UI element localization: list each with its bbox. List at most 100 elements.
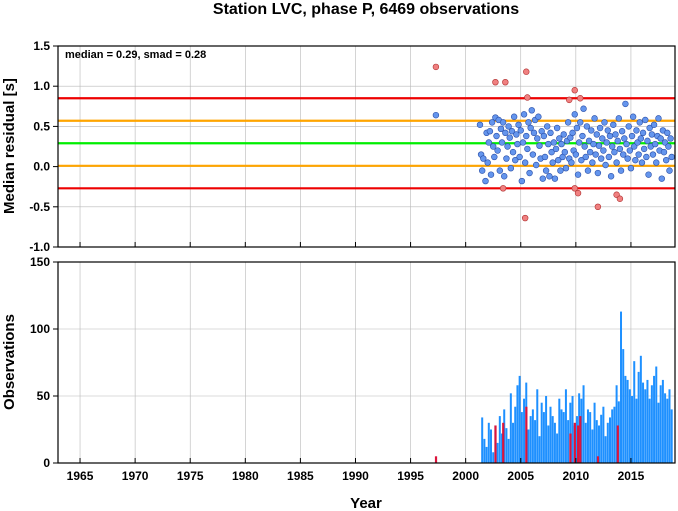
stats-annotation: median = 0.29, smad = 0.28	[65, 49, 206, 61]
observation-bar	[631, 396, 634, 463]
observation-bar	[586, 409, 589, 463]
observation-bar	[556, 433, 559, 463]
residual-point	[504, 143, 511, 150]
outlier-point	[502, 78, 509, 86]
residual-point	[651, 140, 659, 148]
observations-y-tick-label: 0	[43, 456, 50, 470]
observation-bar	[509, 393, 512, 463]
residual-point	[591, 115, 598, 122]
residual-point	[655, 115, 662, 122]
outlier-point	[594, 203, 602, 211]
residual-point	[614, 137, 621, 145]
residual-point	[526, 169, 533, 177]
chart-title: Station LVC, phase P, 6469 observations	[213, 1, 519, 18]
residual-point	[573, 124, 581, 132]
residual-point	[666, 167, 673, 174]
residual-y-tick-label: 1.0	[33, 79, 50, 93]
residual-point	[580, 105, 587, 112]
x-tick-label: 2000	[452, 469, 479, 483]
observation-bar	[542, 412, 545, 463]
residual-point	[632, 156, 639, 164]
observations-y-axis-label: Observations	[1, 314, 18, 410]
observation-bar	[666, 398, 669, 463]
outlier-observation-bar	[616, 425, 619, 463]
residual-point	[519, 139, 527, 146]
residual-point	[592, 151, 599, 158]
observation-bar	[492, 452, 495, 463]
outlier-point	[574, 189, 582, 197]
residual-point	[665, 143, 672, 150]
outlier-observation-bar	[596, 456, 600, 463]
observation-bar	[567, 420, 570, 463]
observation-bar	[664, 393, 667, 463]
x-tick-label: 1965	[67, 469, 94, 483]
observation-bar	[549, 406, 552, 463]
residual-panel: 1.5 1.0 0.5 0.0 -0.5 -1.0 median = 0.29, smad…	[1, 39, 676, 254]
residual-point	[605, 153, 613, 161]
residual-point	[503, 155, 510, 162]
residual-point	[562, 165, 570, 172]
residual-point	[476, 121, 484, 128]
residual-point	[560, 131, 567, 138]
observation-bar	[527, 429, 530, 463]
residual-point	[512, 156, 519, 164]
residual-point	[602, 161, 609, 169]
observation-bar	[560, 409, 563, 463]
residual-point	[513, 131, 520, 138]
residual-point	[586, 148, 594, 156]
observation-bar	[633, 361, 636, 463]
residual-point	[611, 148, 618, 156]
outlier-point	[499, 185, 507, 192]
residual-point	[516, 153, 523, 161]
residual-point	[617, 167, 625, 174]
residual-point	[568, 159, 575, 166]
residual-point	[478, 167, 486, 174]
residual-point	[628, 132, 636, 140]
residual-point	[575, 139, 583, 146]
x-tick-label: 2005	[507, 469, 534, 483]
observation-bar	[606, 422, 609, 463]
residual-y-tick-label: -1.0	[29, 240, 50, 254]
residual-y-tick-label: 0.5	[33, 119, 50, 133]
residual-point	[589, 159, 596, 166]
observation-bar	[615, 385, 618, 463]
residual-point	[601, 119, 608, 126]
residual-point	[496, 167, 504, 174]
observation-bar	[657, 402, 660, 463]
x-tick-label: 1985	[287, 469, 314, 483]
residual-point	[491, 153, 498, 161]
residual-point	[657, 135, 664, 142]
observation-bar	[639, 355, 642, 463]
observation-bar	[608, 417, 611, 463]
residual-point	[596, 124, 604, 132]
residual-point	[501, 173, 508, 180]
outlier-point	[492, 78, 499, 86]
observation-bar	[622, 349, 625, 463]
reference-lines	[58, 97, 675, 190]
residual-point	[564, 119, 572, 126]
residual-point	[627, 165, 635, 172]
residual-y-tick-label: 1.5	[33, 39, 50, 53]
residual-point	[624, 155, 631, 162]
observation-bar	[490, 429, 493, 463]
x-tick-label: 2015	[618, 469, 645, 483]
observation-bar	[547, 425, 550, 463]
residual-point	[597, 155, 605, 162]
residual-point	[541, 153, 549, 161]
residual-point	[527, 124, 534, 132]
outlier-observation-bar	[577, 425, 580, 463]
residual-point	[622, 100, 629, 108]
observation-bar	[520, 412, 523, 463]
observations-y-tick-label: 100	[30, 322, 50, 336]
observation-bar	[487, 422, 490, 463]
observation-bar	[496, 442, 499, 463]
observation-bar	[604, 436, 607, 463]
residual-point	[550, 139, 558, 146]
observation-bars	[434, 311, 673, 463]
residual-point	[487, 171, 495, 178]
residual-point	[480, 155, 487, 162]
observation-bar	[569, 402, 572, 463]
residual-point	[514, 140, 521, 148]
residual-point	[548, 148, 555, 156]
residual-point	[650, 121, 658, 128]
